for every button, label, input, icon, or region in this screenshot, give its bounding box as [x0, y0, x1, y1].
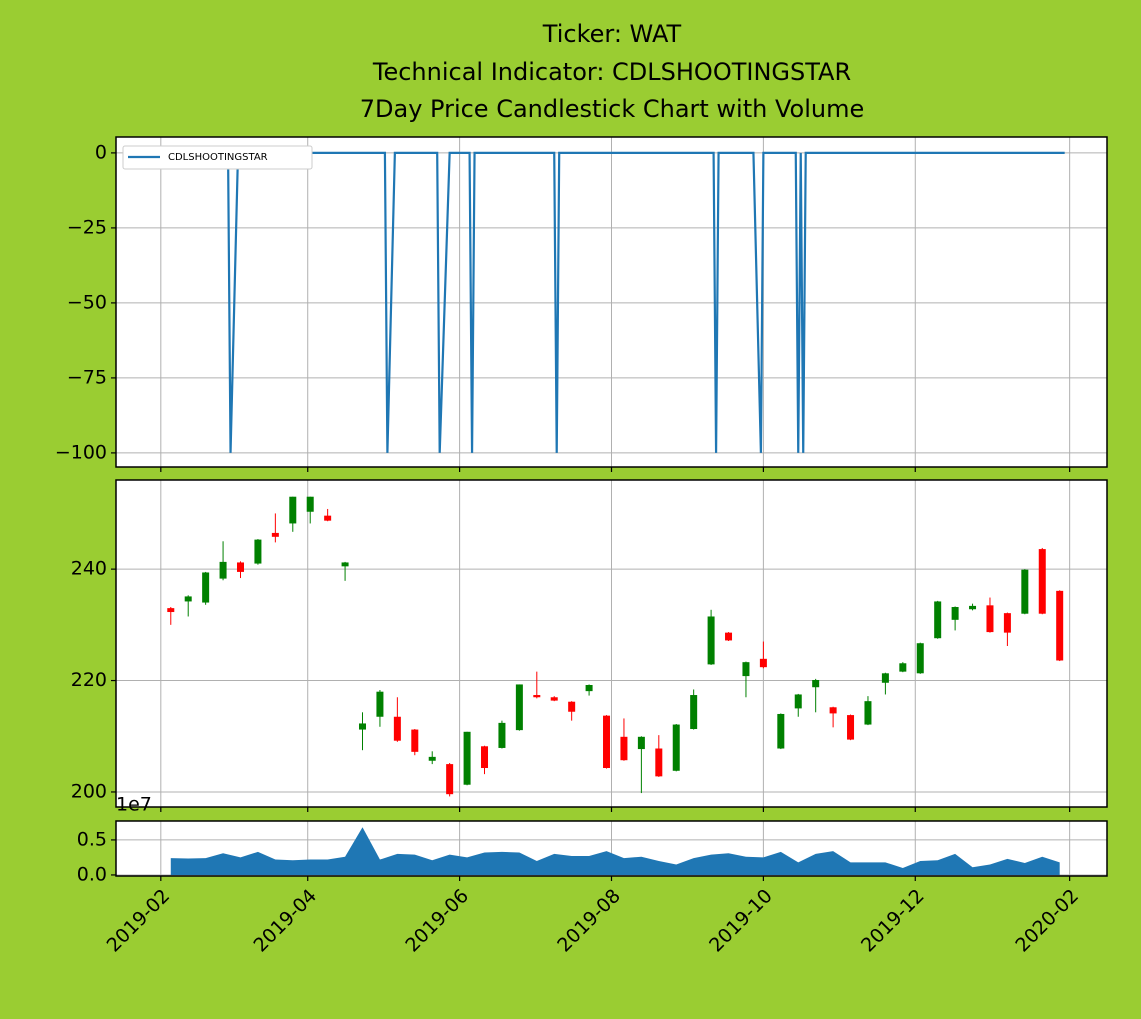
plot-content — [168, 151, 1065, 453]
y-tick-label: 220 — [71, 669, 107, 691]
candle-body — [411, 729, 419, 752]
candle-body — [1056, 590, 1064, 661]
candle-body — [271, 532, 279, 537]
candle-body — [603, 715, 611, 769]
y-tick-label: 0.0 — [77, 863, 107, 885]
title-line: 7Day Price Candlestick Chart with Volume — [360, 95, 865, 123]
candle-body — [498, 722, 506, 748]
plot-content — [170, 827, 1060, 875]
candle-body — [690, 695, 698, 730]
candle-body — [881, 673, 889, 683]
candle-body — [428, 756, 436, 761]
y-tick-label: −50 — [67, 291, 107, 313]
candle-body — [742, 662, 750, 677]
candle-body — [446, 764, 454, 795]
candle-body — [219, 561, 227, 579]
candle-body — [725, 632, 733, 641]
y-tick-label: −75 — [67, 366, 107, 388]
candle-body — [1021, 569, 1029, 614]
title-line: Ticker: WAT — [542, 20, 682, 48]
candle-body — [1003, 613, 1011, 633]
candle-body — [359, 723, 367, 730]
plot-content — [167, 496, 1064, 797]
candle-body — [306, 496, 314, 512]
y-tick-label: −100 — [55, 441, 107, 463]
candle-body — [550, 697, 558, 701]
candle-body — [707, 616, 715, 665]
candle-body — [463, 731, 471, 785]
offset-text: 1e7 — [116, 794, 152, 816]
y-tick-label: 0 — [95, 141, 107, 163]
candle-body — [655, 748, 663, 777]
candle-body — [341, 562, 349, 567]
candle-body — [812, 679, 820, 688]
candle-body — [864, 701, 872, 725]
candle-body — [393, 716, 401, 741]
indicator-line — [168, 151, 1065, 453]
x-tick-label: 2019-02 — [103, 885, 175, 957]
x-tick-label: 2019-08 — [553, 885, 625, 957]
x-tick-label: 2019-06 — [401, 885, 473, 957]
candle-body — [986, 605, 994, 633]
candle-body — [794, 694, 802, 709]
candle-body — [672, 724, 680, 771]
candle-body — [236, 562, 244, 572]
candle-body — [969, 605, 977, 610]
y-tick-label: 240 — [71, 558, 107, 580]
candle-body — [324, 515, 332, 521]
x-tick-label: 2019-04 — [249, 885, 321, 957]
candle-body — [568, 701, 576, 712]
candle-body — [481, 746, 489, 769]
y-tick-label: −25 — [67, 216, 107, 238]
candle-body — [934, 601, 942, 639]
candle-body — [202, 572, 210, 603]
candle-body — [899, 663, 907, 672]
title-line: Technical Indicator: CDLSHOOTINGSTAR — [372, 58, 851, 86]
candle-body — [585, 685, 593, 692]
x-tick-label: 2020-02 — [1011, 885, 1083, 957]
candle-body — [620, 736, 628, 761]
candle-body — [759, 658, 767, 668]
candle-body — [167, 608, 175, 613]
candle-body — [829, 707, 837, 714]
candle-body — [637, 736, 645, 750]
legend-box — [122, 145, 313, 170]
legend-label: CDLSHOOTINGSTAR — [168, 152, 268, 163]
x-tick-label: 2019-12 — [857, 885, 929, 957]
candle-body — [515, 684, 523, 731]
volume-area — [170, 827, 1060, 875]
candle-body — [254, 539, 262, 564]
candle-body — [533, 695, 541, 698]
candle-body — [376, 691, 384, 717]
candle-body — [777, 713, 785, 749]
x-tick-label: 2019-10 — [705, 885, 777, 957]
candle-body — [1038, 549, 1046, 614]
y-tick-label: 0.5 — [77, 828, 107, 850]
candle-body — [289, 496, 297, 524]
candle-body — [951, 607, 959, 620]
candle-body — [847, 715, 855, 740]
candle-body — [184, 596, 192, 602]
y-tick-label: 200 — [71, 780, 107, 802]
candle-body — [916, 643, 924, 674]
